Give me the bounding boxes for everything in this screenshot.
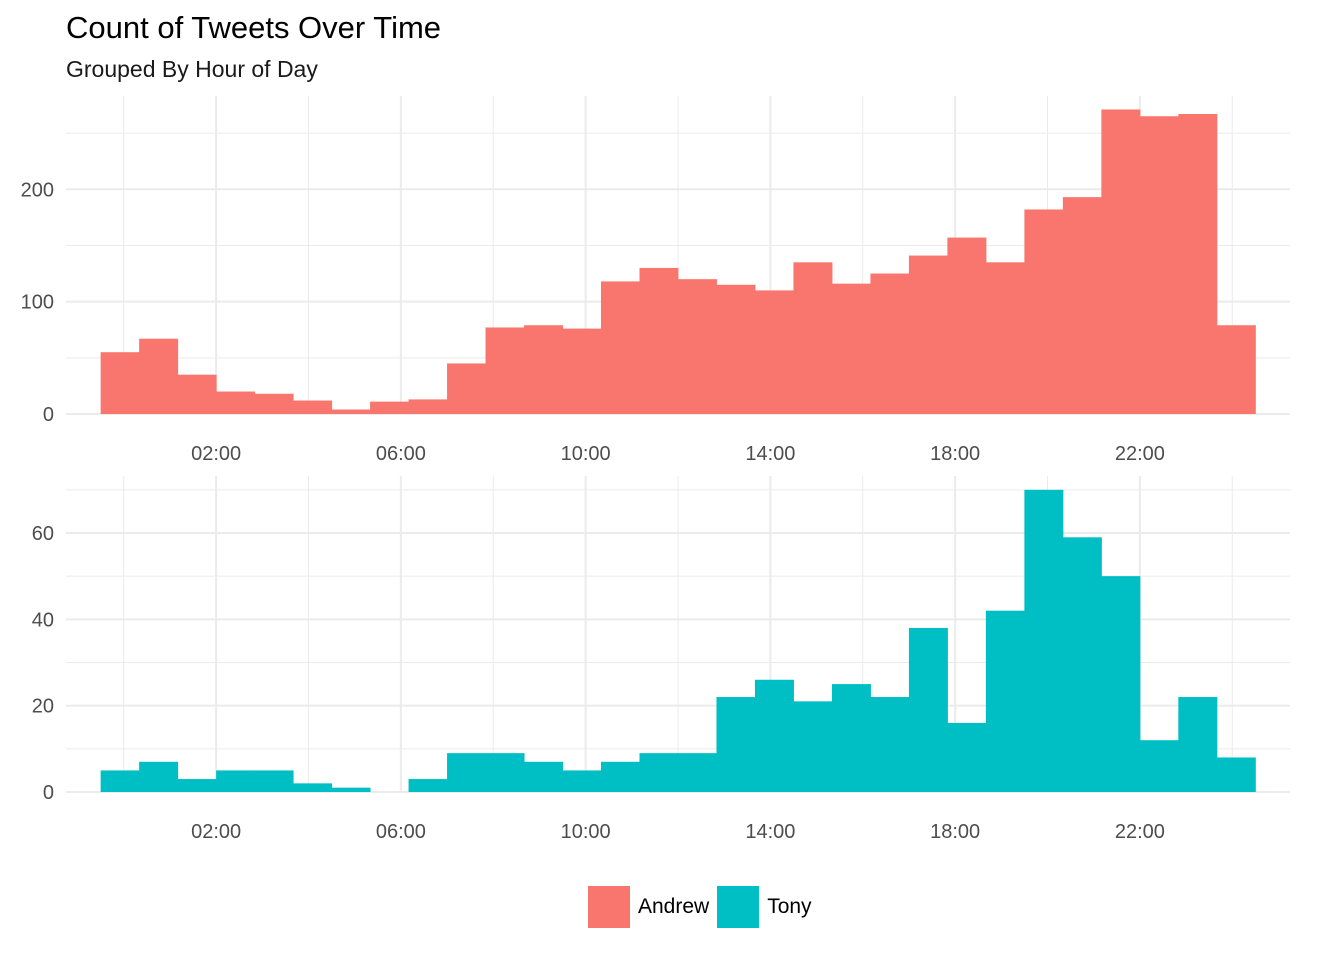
bar-andrew: [254, 393, 294, 414]
x-tick-label: 06:00: [376, 821, 426, 843]
bar-andrew: [100, 352, 140, 414]
bar-andrew: [1178, 113, 1218, 415]
bar-andrew: [485, 327, 525, 414]
bar-tony: [1024, 489, 1064, 792]
y-tick-label: 60: [32, 523, 54, 545]
bar-tony: [793, 701, 833, 792]
legend-label-andrew: Andrew: [638, 895, 710, 918]
bar-andrew: [370, 401, 410, 414]
legend-label-tony: Tony: [767, 895, 812, 918]
y-tick-label: 100: [21, 292, 54, 314]
bar-tony: [408, 779, 448, 792]
bar-andrew: [639, 267, 679, 414]
bar-andrew: [293, 400, 333, 414]
bar-tony: [677, 753, 717, 792]
bar-tony: [100, 770, 140, 792]
legend-item-tony: Tony: [717, 886, 812, 928]
bar-andrew: [716, 284, 756, 414]
bar-andrew: [908, 255, 948, 414]
bar-tony: [1216, 757, 1256, 792]
x-tick-label: 18:00: [930, 443, 980, 465]
bar-andrew: [1101, 109, 1141, 414]
chart-title: Count of Tweets Over Time: [66, 10, 442, 45]
bar-tony: [600, 761, 640, 792]
bar-tony: [947, 722, 987, 792]
bar-andrew: [870, 273, 910, 414]
x-tick-label: 22:00: [1115, 821, 1165, 843]
bar-tony: [177, 779, 217, 792]
bar-andrew: [947, 237, 987, 414]
bar-tony: [216, 770, 256, 792]
bar-andrew: [177, 374, 217, 414]
bar-andrew: [562, 328, 602, 414]
bar-tony: [754, 679, 794, 792]
x-tick-label: 14:00: [745, 821, 795, 843]
legend-swatch-tony: [717, 886, 760, 928]
bar-tony: [562, 770, 602, 792]
bar-tony: [1062, 537, 1102, 792]
bar-tony: [524, 761, 564, 792]
bar-andrew: [139, 338, 179, 414]
bar-tony: [985, 610, 1025, 792]
bar-andrew: [677, 279, 717, 414]
x-tick-label: 06:00: [376, 443, 426, 465]
x-tick-label: 18:00: [930, 821, 980, 843]
y-tick-label: 40: [32, 609, 54, 631]
bar-andrew: [447, 363, 487, 414]
x-tick-label: 02:00: [191, 443, 241, 465]
x-tick-label: 22:00: [1115, 443, 1165, 465]
x-tick-label: 02:00: [191, 821, 241, 843]
bar-tony: [1101, 576, 1141, 792]
bar-tony: [1139, 740, 1179, 792]
bar-andrew: [216, 391, 256, 414]
bar-tony: [485, 753, 525, 792]
bar-tony: [1178, 697, 1218, 792]
legend: Andrew Tony: [588, 886, 820, 928]
y-tick-label: 200: [21, 179, 54, 201]
bar-andrew: [1139, 116, 1179, 415]
bar-andrew: [524, 325, 564, 414]
bar-andrew: [754, 290, 794, 414]
x-tick-label: 14:00: [745, 443, 795, 465]
x-tick-label: 10:00: [561, 443, 611, 465]
bar-andrew: [793, 262, 833, 414]
y-tick-label: 0: [43, 782, 54, 804]
bar-tony: [908, 627, 948, 792]
bar-tony: [870, 697, 910, 792]
x-tick-label: 10:00: [561, 821, 611, 843]
bar-tony: [139, 761, 179, 792]
bar-tony: [831, 684, 871, 792]
bar-andrew: [1062, 197, 1102, 414]
bar-tony: [447, 753, 487, 792]
bar-andrew: [831, 283, 871, 414]
bar-tony: [331, 787, 371, 792]
bar-andrew: [600, 281, 640, 414]
bar-tony: [293, 783, 333, 792]
bar-andrew: [331, 409, 371, 414]
bar-andrew: [1216, 325, 1256, 414]
bar-tony: [716, 697, 756, 792]
bar-tony: [639, 753, 679, 792]
bar-andrew: [985, 262, 1025, 414]
legend-swatch-andrew: [588, 886, 630, 928]
bar-andrew: [408, 399, 448, 414]
chart-subtitle: Grouped By Hour of Day: [66, 56, 318, 82]
y-tick-label: 20: [32, 696, 54, 718]
legend-item-andrew: Andrew: [588, 886, 709, 928]
bar-andrew: [1024, 209, 1064, 414]
y-tick-label: 0: [43, 404, 54, 426]
bar-tony: [254, 770, 294, 792]
